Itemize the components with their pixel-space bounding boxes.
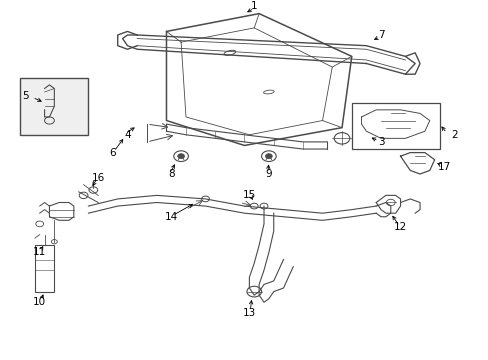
Text: 17: 17 [437,162,450,172]
Text: 12: 12 [393,222,407,233]
Circle shape [177,154,184,159]
Text: 5: 5 [22,91,28,100]
Text: 3: 3 [377,137,384,147]
Text: 4: 4 [124,130,130,140]
Text: 15: 15 [242,190,256,201]
Bar [35,245,54,292]
Text: 7: 7 [377,30,384,40]
Bar [20,78,88,135]
Text: 10: 10 [33,297,46,307]
Text: 16: 16 [91,172,104,183]
Text: 13: 13 [242,308,256,318]
Circle shape [265,154,272,159]
Text: 6: 6 [109,148,116,158]
Text: 1: 1 [250,1,257,12]
Text: 9: 9 [265,169,272,179]
Text: 11: 11 [33,247,46,257]
Text: 2: 2 [450,130,457,140]
Bar [351,103,439,149]
Text: 8: 8 [168,169,174,179]
Text: 14: 14 [164,212,178,222]
